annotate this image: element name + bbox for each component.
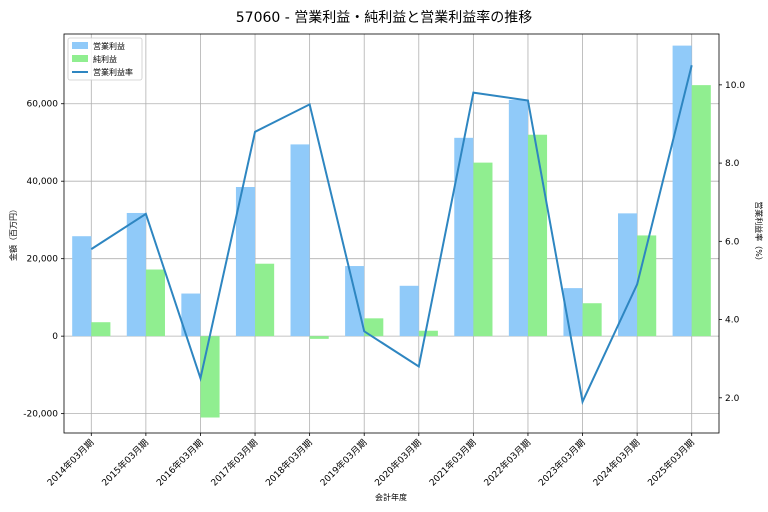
y-tick-label: 0 [52,332,58,342]
legend-label: 純利益 [93,54,117,64]
x-tick-label: 2021年03月期 [427,437,479,489]
y-axis-label: 金額（百万円） [8,205,18,261]
bar [72,236,92,337]
plot-frame [63,33,720,434]
x-tick-label: 2023年03月期 [536,437,588,489]
bar [672,45,692,337]
bar [235,187,256,337]
bar [91,322,111,337]
y2-tick-label: 2.0 [725,394,740,404]
y-axis: -20,000 0 20,000 40,000 60,000 [23,100,64,420]
bar [345,266,365,337]
y-tick-label: 40,000 [27,177,59,187]
bar [126,212,146,337]
y2-axis-label: 営業利益率（%） [754,201,764,265]
line-series [90,65,693,405]
y2-tick-label: 4.0 [725,316,740,326]
bar [418,330,438,337]
y-tick-label: -20,000 [23,410,58,420]
bar [200,336,220,418]
bars [72,45,711,418]
x-tick-label: 2015年03月期 [99,437,151,489]
bar [473,162,493,337]
bar [309,336,329,339]
bar [618,213,638,337]
legend-label: 営業利益率 [93,67,133,77]
x-axis: 2014年03月期 2015年03月期 2016年03月期 2017年03月期 2018… [45,433,697,489]
x-tick-label: 2017年03月期 [208,437,260,489]
y2-tick-label: 8.0 [725,159,740,169]
legend-swatch [72,55,88,62]
bar [582,303,602,337]
bar [454,137,474,337]
x-tick-label: 2025年03月期 [645,437,697,489]
legend-label: 営業利益 [93,41,125,51]
x-tick-label: 2018年03月期 [263,437,315,489]
bar [527,134,548,337]
x-tick-label: 2020年03月期 [372,437,424,489]
bar [364,318,384,337]
x-tick-label: 2014年03月期 [45,437,97,489]
x-tick-label: 2024年03月期 [590,437,642,489]
y-tick-label: 20,000 [27,255,59,265]
y-tick-label: 60,000 [27,100,59,110]
chart-title: 57060 - 営業利益・純利益と営業利益率の推移 [236,9,533,26]
legend-swatch [72,42,88,49]
x-axis-label: 会計年度 [375,492,407,502]
bar [255,263,275,337]
x-tick-label: 2019年03月期 [317,437,369,489]
bar [508,99,528,337]
y2-tick-label: 10.0 [725,81,745,91]
line-path [90,65,693,405]
x-tick-label: 2016年03月期 [154,437,206,489]
y2-axis: 2.0 4.0 6.0 8.0 10.0 [719,81,745,404]
bar [691,85,711,337]
bar [290,144,310,337]
bar [145,269,165,337]
bar [181,293,201,337]
y2-tick-label: 6.0 [725,237,740,247]
bar [399,285,419,337]
bar [637,235,657,337]
x-tick-label: 2022年03月期 [481,437,533,489]
